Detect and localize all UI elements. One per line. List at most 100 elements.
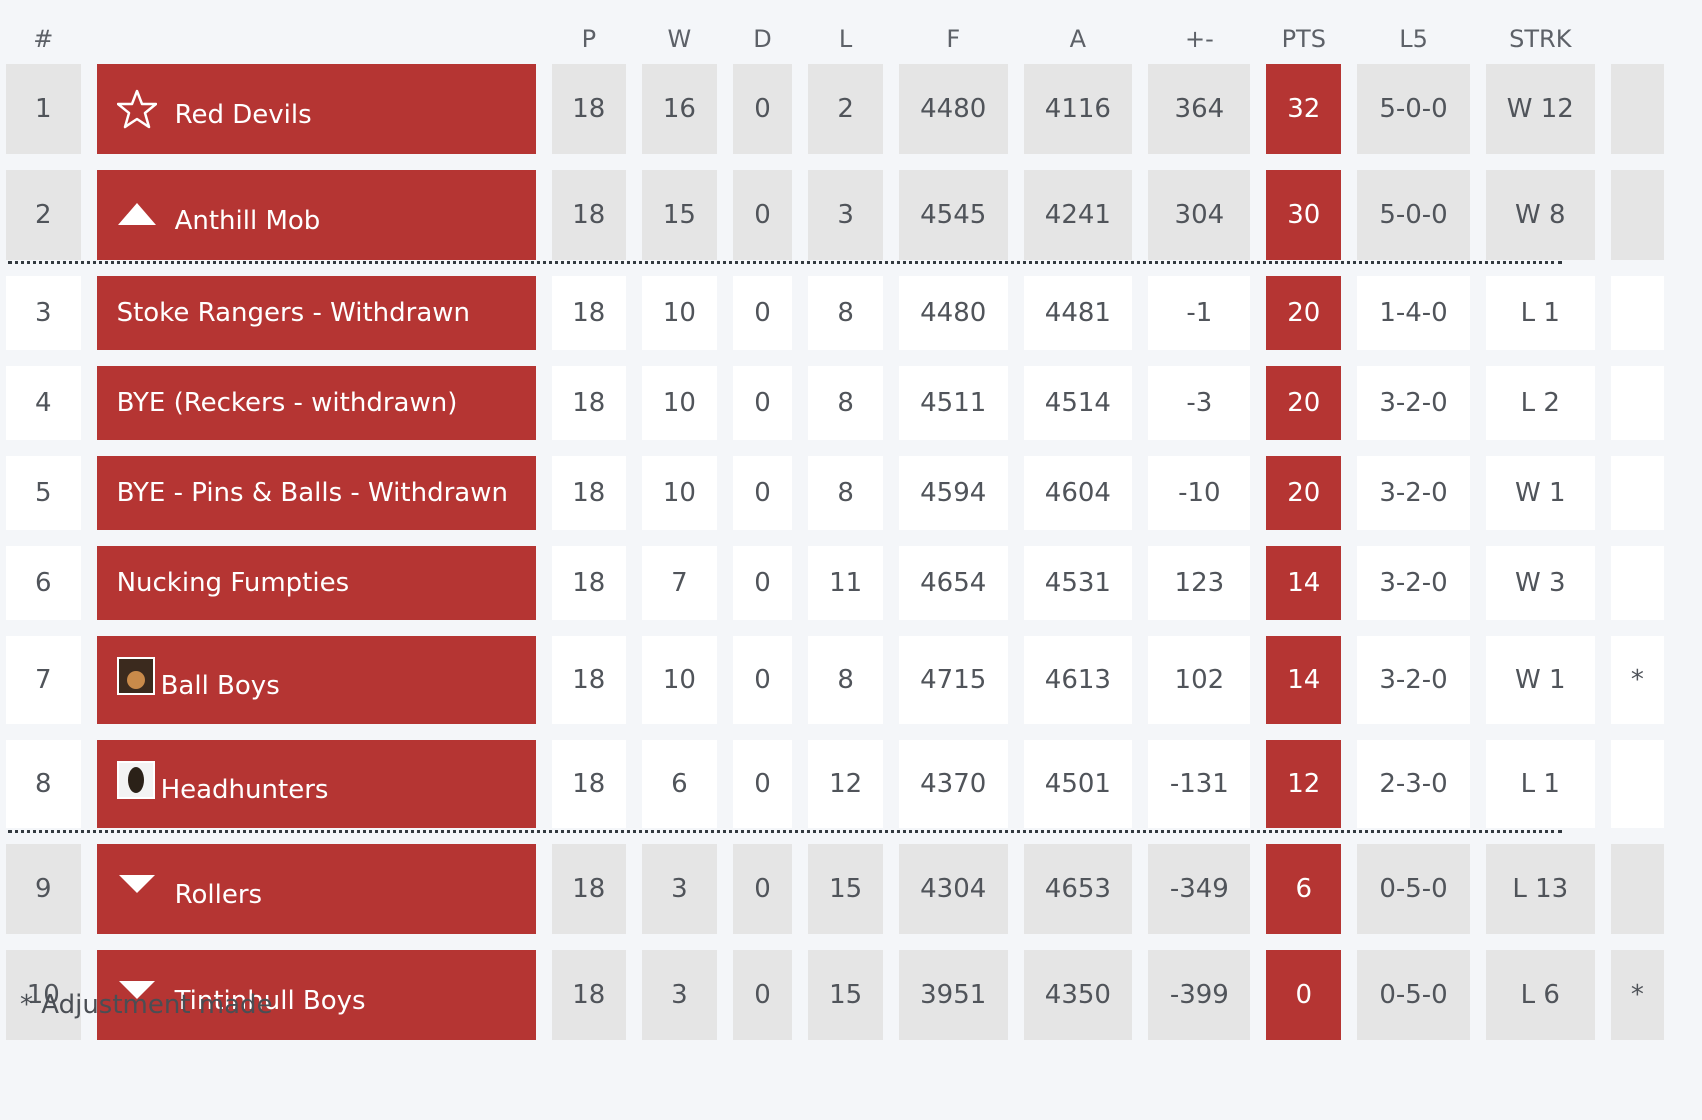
header-streak[interactable]: STRK <box>1509 25 1572 53</box>
team-name: Anthill Mob <box>174 206 321 236</box>
streak-cell: W 8 <box>1485 170 1595 276</box>
streak-cell: L 1 <box>1485 740 1595 844</box>
diff-cell: -1 <box>1148 276 1251 366</box>
triangle-up-icon <box>117 195 157 235</box>
against-cell: 4514 <box>1023 366 1133 456</box>
lost-cell: 12 <box>808 740 883 844</box>
against-cell: 4604 <box>1023 456 1133 546</box>
against-cell: 4481 <box>1023 276 1133 366</box>
diff-cell: -10 <box>1148 456 1251 546</box>
team-cell[interactable]: Tintinhull Boys <box>96 950 536 1056</box>
diff-cell: -399 <box>1148 950 1251 1056</box>
header-points[interactable]: PTS <box>1281 25 1326 53</box>
streak-cell: W 1 <box>1485 456 1595 546</box>
triangle-down-icon <box>117 975 157 1015</box>
table-row: 3 Stoke Rangers - Withdrawn 18 10 0 8 44… <box>6 276 1664 366</box>
team-name: Stoke Rangers - Withdrawn <box>116 298 471 328</box>
won-cell: 7 <box>642 546 717 636</box>
note-cell <box>1610 546 1664 636</box>
last5-cell: 2-3-0 <box>1357 740 1470 844</box>
won-cell: 16 <box>642 64 717 170</box>
team-cell[interactable]: Anthill Mob <box>96 170 536 276</box>
drawn-cell: 0 <box>732 64 793 170</box>
table-row: 6 Nucking Fumpties 18 7 0 11 4654 4531 1… <box>6 546 1664 636</box>
header-played[interactable]: P <box>581 25 597 53</box>
played-cell: 18 <box>551 636 627 740</box>
against-cell: 4531 <box>1023 546 1133 636</box>
team-cell[interactable]: Ball Boys <box>96 636 536 740</box>
team-name: Headhunters <box>160 775 329 805</box>
relegation-divider <box>8 830 1562 833</box>
headhunters-logo <box>116 761 155 799</box>
played-cell: 18 <box>551 950 627 1056</box>
header-diff[interactable]: +- <box>1184 25 1214 53</box>
table-row: 5 BYE - Pins & Balls - Withdrawn 18 10 0… <box>6 456 1664 546</box>
drawn-cell: 0 <box>732 366 793 456</box>
header-drawn[interactable]: D <box>753 25 772 53</box>
for-cell: 4715 <box>898 636 1008 740</box>
last5-cell: 5-0-0 <box>1357 64 1470 170</box>
ball-boys-logo <box>116 657 155 695</box>
team-name: Ball Boys <box>160 671 280 701</box>
note-cell <box>1610 64 1664 170</box>
table-row: 1 Red Devils 18 16 0 2 4480 4116 364 32 <box>6 64 1664 170</box>
league-table: # P W D L F A +- PTS L5 STRK 1 <box>0 14 1680 1056</box>
rank-cell: 3 <box>6 276 81 366</box>
points-cell: 30 <box>1266 170 1342 276</box>
team-name: Nucking Fumpties <box>116 568 350 598</box>
won-cell: 10 <box>642 276 717 366</box>
table-row: 4 BYE (Reckers - withdrawn) 18 10 0 8 45… <box>6 366 1664 456</box>
promotion-divider <box>8 261 1562 264</box>
for-cell: 4370 <box>898 740 1008 844</box>
against-cell: 4241 <box>1023 170 1133 276</box>
for-cell: 4511 <box>898 366 1008 456</box>
team-cell[interactable]: Red Devils <box>96 64 536 170</box>
header-last5[interactable]: L5 <box>1399 25 1428 53</box>
note-cell <box>1610 456 1664 546</box>
table-row: 7 Ball Boys 18 10 0 8 4715 4613 102 14 3… <box>6 636 1664 740</box>
drawn-cell: 0 <box>732 740 793 844</box>
team-cell[interactable]: Stoke Rangers - Withdrawn <box>96 276 536 366</box>
for-cell: 4545 <box>898 170 1008 276</box>
lost-cell: 11 <box>808 546 883 636</box>
lost-cell: 8 <box>808 456 883 546</box>
drawn-cell: 0 <box>732 546 793 636</box>
against-cell: 4501 <box>1023 740 1133 844</box>
rank-cell: 5 <box>6 456 81 546</box>
team-cell[interactable]: Nucking Fumpties <box>96 546 536 636</box>
header-for[interactable]: F <box>946 25 961 53</box>
drawn-cell: 0 <box>732 276 793 366</box>
team-cell[interactable]: Rollers <box>96 844 536 950</box>
diff-cell: 123 <box>1148 546 1251 636</box>
diff-cell: -131 <box>1148 740 1251 844</box>
header-against[interactable]: A <box>1069 25 1087 53</box>
won-cell: 10 <box>642 456 717 546</box>
header-won[interactable]: W <box>667 25 692 53</box>
table-row: 9 Rollers 18 3 0 15 4304 4653 -349 6 <box>6 844 1664 950</box>
points-cell: 20 <box>1266 366 1342 456</box>
played-cell: 18 <box>551 366 627 456</box>
team-cell[interactable]: BYE (Reckers - withdrawn) <box>96 366 536 456</box>
team-cell[interactable]: Headhunters <box>96 740 536 844</box>
adjustment-footnote: * Adjustment made <box>20 990 273 1020</box>
played-cell: 18 <box>551 276 627 366</box>
rank-cell: 1 <box>6 64 81 170</box>
streak-cell: L 6 <box>1485 950 1595 1056</box>
last5-cell: 5-0-0 <box>1357 170 1470 276</box>
note-cell <box>1610 366 1664 456</box>
header-lost[interactable]: L <box>838 25 853 53</box>
lost-cell: 8 <box>808 276 883 366</box>
header-rank[interactable]: # <box>33 25 54 53</box>
team-cell[interactable]: BYE - Pins & Balls - Withdrawn <box>96 456 536 546</box>
won-cell: 3 <box>642 950 717 1056</box>
team-name: BYE - Pins & Balls - Withdrawn <box>116 478 508 508</box>
last5-cell: 3-2-0 <box>1357 546 1470 636</box>
rank-cell: 6 <box>6 546 81 636</box>
won-cell: 10 <box>642 366 717 456</box>
rank-cell: 4 <box>6 366 81 456</box>
rank-cell: 8 <box>6 740 81 844</box>
played-cell: 18 <box>551 64 627 170</box>
against-cell: 4116 <box>1023 64 1133 170</box>
rank-cell: 10 <box>6 950 81 1056</box>
rank-cell: 2 <box>6 170 81 276</box>
